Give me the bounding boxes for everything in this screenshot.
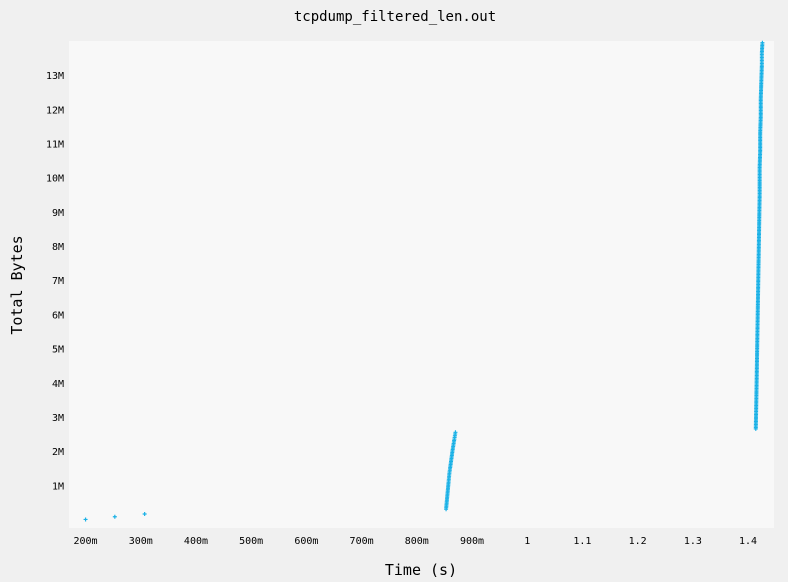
y-tick-label: 11M xyxy=(46,140,64,151)
y-tick-label: 8M xyxy=(52,242,64,253)
y-tick-label: 6M xyxy=(52,310,64,321)
y-tick-label: 1M xyxy=(52,481,64,492)
data-point xyxy=(142,511,147,516)
data-point xyxy=(112,514,117,519)
x-tick-label: 1 xyxy=(524,536,530,547)
x-tick-label: 700m xyxy=(350,536,374,547)
data-points xyxy=(83,40,765,522)
y-axis-label: Total Bytes xyxy=(8,235,26,334)
x-tick-label: 800m xyxy=(405,536,429,547)
x-tick-label: 300m xyxy=(129,536,153,547)
chart-title: tcpdump_filtered_len.out xyxy=(294,9,496,25)
x-tick-label: 1.4 xyxy=(739,536,757,547)
x-tick-label: 1.1 xyxy=(573,536,591,547)
data-point xyxy=(760,40,765,45)
data-point xyxy=(83,517,88,522)
y-tick-label: 12M xyxy=(46,105,64,116)
x-tick-label: 1.2 xyxy=(629,536,647,547)
x-tick-label: 400m xyxy=(184,536,208,547)
x-tick-label: 600m xyxy=(294,536,318,547)
x-tick-label: 200m xyxy=(74,536,98,547)
y-tick-label: 13M xyxy=(46,71,64,82)
plot-area xyxy=(69,41,774,528)
x-tick-label: 1.3 xyxy=(684,536,702,547)
y-tick-label: 10M xyxy=(46,174,64,185)
x-axis-ticks: 200m 300m 400m 500m 600m 700m 800m 900m 1 1.1 1.2 1… xyxy=(74,536,758,547)
y-tick-label: 7M xyxy=(52,276,64,287)
x-axis-label: Time (s) xyxy=(385,561,457,579)
x-tick-label: 900m xyxy=(460,536,484,547)
y-tick-label: 4M xyxy=(52,379,64,390)
y-tick-label: 3M xyxy=(52,413,64,424)
y-axis-ticks: 1M 2M 3M 4M 5M 6M 7M 8M 9M 10M 11M 12M 13M xyxy=(46,71,64,492)
data-point xyxy=(453,430,458,435)
y-tick-label: 9M xyxy=(52,208,64,219)
x-tick-label: 500m xyxy=(239,536,263,547)
y-tick-label: 5M xyxy=(52,345,64,356)
y-tick-label: 2M xyxy=(52,447,64,458)
